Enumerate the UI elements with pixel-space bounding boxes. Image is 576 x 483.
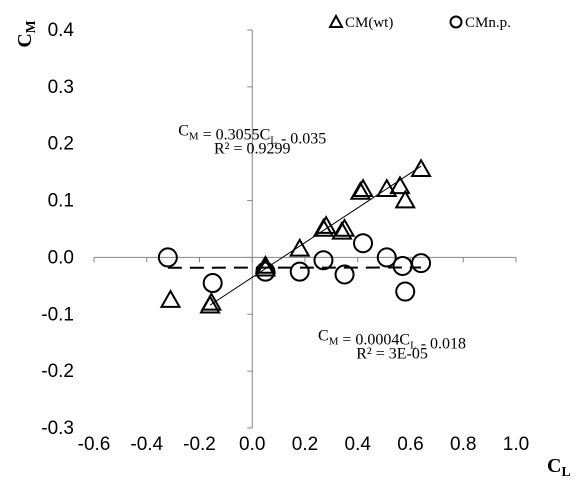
legend-circle-icon xyxy=(449,15,463,29)
y-tick-label: 0.3 xyxy=(48,77,74,98)
x-tick-label: 1.0 xyxy=(503,434,529,455)
legend-label-cm-np: CMn.p. xyxy=(465,15,511,31)
x-tick-label: 0.4 xyxy=(345,434,372,455)
triangle-point xyxy=(159,289,182,308)
circle-point xyxy=(289,261,310,282)
x-tick-label: -0.2 xyxy=(183,434,216,455)
circle-point xyxy=(353,233,374,254)
triangle-point xyxy=(410,158,432,178)
legend-triangle-icon xyxy=(328,13,344,28)
x-tick-label: 0.6 xyxy=(397,434,423,455)
triangle-point xyxy=(333,217,356,237)
legend: CM(wt) CMn.p. xyxy=(328,13,511,31)
triangle-point xyxy=(289,237,311,257)
circle-point xyxy=(313,250,334,271)
y-tick-label: 0.1 xyxy=(48,191,74,212)
trendline-r2: R² = 3E-05 xyxy=(356,345,428,362)
y-axis-title: CM xyxy=(14,20,38,47)
triangle-point xyxy=(389,175,411,195)
trendline-r2: R² = 0.9299 xyxy=(214,141,291,158)
trendline-equation: CM = 0.0004CL - 0.018 xyxy=(318,327,466,352)
x-tick-label: 0.0 xyxy=(239,434,265,455)
circle-point xyxy=(157,247,178,268)
y-tick-label: -0.2 xyxy=(41,361,74,382)
trendline-equation: CM = 0.3055CL - 0.035 xyxy=(178,123,326,148)
circle-point xyxy=(411,253,432,274)
circle-point xyxy=(255,261,276,282)
x-tick-label: -0.6 xyxy=(78,434,111,455)
legend-label-cm-wt: CM(wt) xyxy=(345,15,393,31)
x-tick-label: -0.4 xyxy=(130,434,163,455)
triangle-point xyxy=(376,178,398,197)
x-tick-label: 0.8 xyxy=(450,434,476,455)
y-tick-label: -0.1 xyxy=(41,304,74,325)
triangle-point xyxy=(254,257,277,277)
x-tick-label: 0.2 xyxy=(292,434,318,455)
y-tick-label: -0.3 xyxy=(41,418,74,439)
axes xyxy=(93,29,517,429)
triangle-point xyxy=(200,291,223,311)
triangle-point xyxy=(352,178,374,197)
triangle-point xyxy=(315,215,337,234)
triangle-point xyxy=(394,189,416,209)
x-axis-title: CL xyxy=(547,455,571,479)
y-tick-label: 0.4 xyxy=(48,20,75,41)
circle-point xyxy=(395,281,416,302)
circle-point xyxy=(334,264,355,285)
circle-point xyxy=(202,273,223,294)
circle-point xyxy=(376,247,397,268)
data-points xyxy=(157,158,432,314)
chart-labels: -0.6 -0.4 -0.2 0.0 0.2 0.4 0.6 0.8 1.0 0.4 0.3 0.2 0… xyxy=(14,13,571,479)
y-tick-label: 0.0 xyxy=(48,247,74,268)
circle-point xyxy=(392,255,413,276)
y-tick-label: 0.2 xyxy=(48,134,74,155)
